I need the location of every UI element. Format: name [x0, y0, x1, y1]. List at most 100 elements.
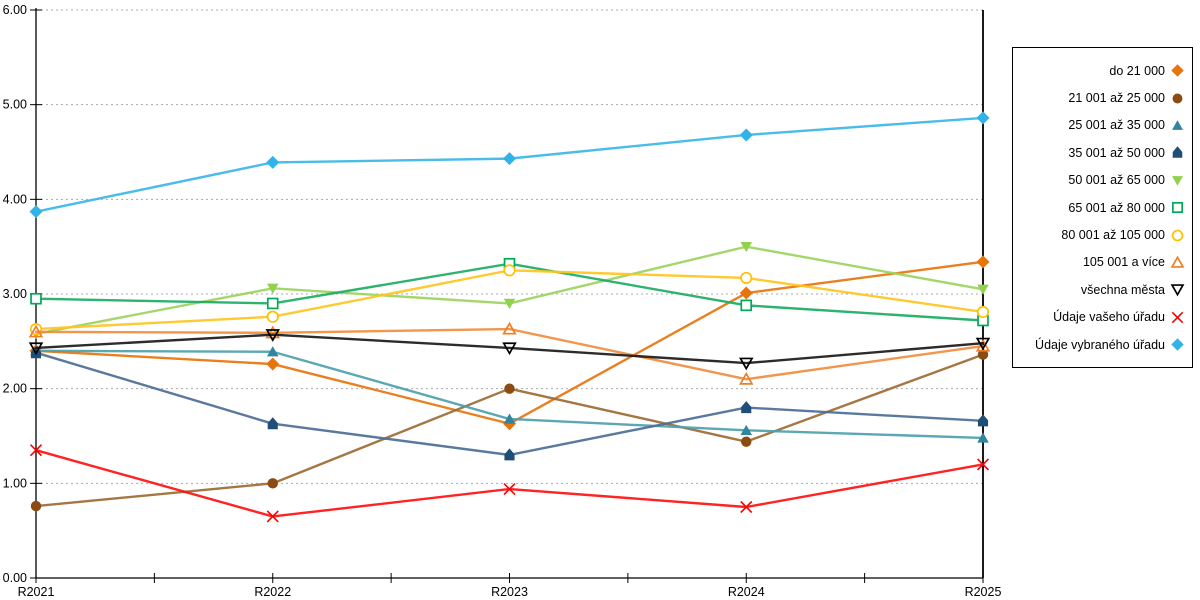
- y-axis-label: 5.00: [3, 98, 27, 112]
- legend-item: 35 001 až 50 000: [1017, 139, 1185, 166]
- circle-marker: [267, 478, 278, 489]
- triangle-down-marker: [1172, 175, 1183, 186]
- triangle-down-marker: [28, 342, 44, 356]
- circle-marker: [740, 271, 753, 284]
- x-marker: [266, 510, 279, 523]
- triangle-down-marker: [977, 284, 989, 295]
- legend-marker-icon: [1171, 202, 1184, 214]
- y-axis-label: 4.00: [3, 192, 27, 206]
- circle-marker: [976, 305, 990, 319]
- legend-marker-icon: [1171, 311, 1184, 323]
- pentagon-marker: [977, 414, 989, 427]
- x-marker: [740, 500, 753, 514]
- triangle-down-marker: [502, 342, 517, 356]
- triangle-up-marker: [502, 321, 517, 335]
- diamond-marker: [1171, 64, 1184, 77]
- triangle-up-marker: [975, 338, 991, 352]
- legend-item-label: 65 001 až 80 000: [1068, 200, 1165, 215]
- series-všechna-města: [28, 329, 991, 371]
- y-axis-label: 3.00: [3, 287, 27, 301]
- pentagon-marker: [267, 417, 278, 430]
- diamond-marker: [976, 111, 990, 125]
- triangle-down-marker: [265, 329, 280, 342]
- triangle-up-marker: [266, 346, 279, 357]
- x-marker: [29, 444, 43, 457]
- legend-item: 21 001 až 25 000: [1017, 84, 1185, 111]
- pentagon-marker: [1172, 146, 1183, 159]
- legend-item-label: 35 001 až 50 000: [1068, 145, 1165, 160]
- series-line: [34, 351, 985, 457]
- series-line: [34, 333, 985, 365]
- x-marker: [1171, 311, 1184, 323]
- legend-item: 105 001 a více: [1017, 249, 1185, 276]
- legend-marker-icon: [1170, 284, 1185, 297]
- legend-item-label: do 21 000: [1109, 63, 1165, 78]
- legend-item-label: 80 001 až 105 000: [1061, 228, 1165, 243]
- diamond-marker: [976, 255, 990, 269]
- diamond-marker: [266, 155, 280, 169]
- y-axis-label: 0.00: [3, 571, 27, 585]
- circle-marker: [503, 264, 516, 277]
- triangle-up-marker: [1170, 255, 1185, 268]
- legend-marker-icon: [1171, 229, 1184, 241]
- legend-item: Údaje vašeho úřadu: [1017, 304, 1185, 331]
- circle-marker: [741, 436, 752, 447]
- triangle-up-marker: [1172, 120, 1183, 130]
- legend-item-label: Údaje vašeho úřadu: [1053, 310, 1165, 325]
- legend-marker-icon: [1172, 93, 1183, 104]
- y-axis-label: 2.00: [3, 382, 27, 396]
- x-axis-label: R2022: [254, 585, 291, 599]
- x-axis-label: R2025: [965, 585, 1002, 599]
- diamond-marker: [503, 152, 516, 166]
- legend-item: Údaje vybraného úřadu: [1017, 331, 1185, 358]
- y-axis-label: 6.00: [3, 3, 27, 17]
- legend-item: 25 001 až 35 000: [1017, 112, 1185, 139]
- legend-item: 80 001 až 105 000: [1017, 221, 1185, 248]
- legend-marker-icon: [1170, 255, 1185, 268]
- legend-item-label: Údaje vybraného úřadu: [1035, 337, 1165, 352]
- legend-marker-icon: [1171, 64, 1184, 77]
- circle-marker: [977, 349, 989, 360]
- x-marker: [503, 482, 516, 496]
- triangle-down-marker: [1170, 284, 1185, 297]
- triangle-up-marker: [28, 324, 44, 338]
- series-údaje-vašeho-úřadu: [29, 444, 990, 523]
- series-line: [34, 353, 985, 508]
- x-axis-label: R2023: [491, 585, 528, 599]
- legend-item-label: 105 001 a více: [1082, 255, 1165, 270]
- series-line: [34, 327, 985, 381]
- diamond-marker: [739, 128, 753, 142]
- diamond-marker: [266, 357, 280, 371]
- series-35-001-až-50-000: [30, 346, 989, 461]
- legend-marker-icon: [1171, 338, 1184, 351]
- circle-marker: [1172, 93, 1183, 104]
- series-údaje-vybraného-úřadu: [29, 111, 990, 219]
- y-axis-label: 1.00: [3, 476, 27, 490]
- x-axis-label: R2021: [18, 585, 55, 599]
- triangle-up-marker: [503, 413, 516, 424]
- diamond-marker: [739, 286, 753, 300]
- legend-marker-icon: [1172, 146, 1183, 159]
- legend-item-label: 21 001 až 25 000: [1068, 91, 1165, 106]
- square-marker: [740, 299, 753, 312]
- triangle-up-marker: [740, 424, 753, 435]
- triangle-down-marker: [503, 298, 516, 309]
- pentagon-marker: [741, 401, 752, 414]
- triangle-down-marker: [266, 283, 279, 294]
- square-marker: [30, 292, 42, 305]
- legend-item-label: 50 001 až 65 000: [1068, 173, 1165, 188]
- triangle-up-marker: [265, 325, 280, 339]
- triangle-down-marker: [740, 241, 753, 253]
- x-axis-label: R2024: [728, 585, 765, 599]
- triangle-up-marker: [977, 432, 989, 443]
- triangle-down-marker: [975, 337, 991, 351]
- circle-marker: [30, 500, 42, 512]
- legend-item: 50 001 až 65 000: [1017, 167, 1185, 194]
- x-marker: [976, 458, 990, 471]
- circle-marker: [1171, 229, 1184, 241]
- circle-marker: [266, 310, 279, 323]
- diamond-marker: [29, 205, 43, 219]
- chart-legend: do 21 000 21 001 až 25 000 25 001 až 35 00…: [1012, 47, 1193, 369]
